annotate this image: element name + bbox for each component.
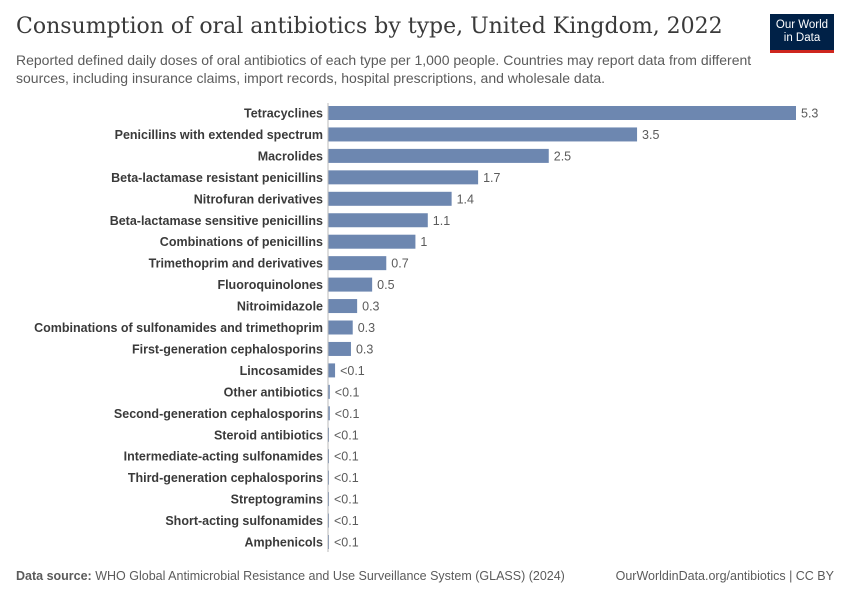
- bar: [328, 320, 353, 335]
- category-label: Short-acting sulfonamides: [165, 514, 323, 528]
- category-label: Combinations of sulfonamides and trimeth…: [34, 321, 323, 335]
- bar: [328, 148, 549, 163]
- bar: [328, 299, 358, 314]
- bar: [328, 406, 330, 421]
- value-label: <0.1: [335, 407, 360, 421]
- chart-subtitle: Reported defined daily doses of oral ant…: [16, 52, 752, 86]
- value-label: <0.1: [334, 493, 359, 507]
- bar: [328, 256, 387, 271]
- bar: [328, 234, 416, 249]
- value-label: 1.1: [433, 214, 450, 228]
- value-label: 0.7: [391, 257, 408, 271]
- value-label: <0.1: [334, 536, 359, 550]
- category-label: Nitrofuran derivatives: [194, 192, 323, 206]
- chart-title: Consumption of oral antibiotics by type,…: [16, 14, 723, 39]
- category-label: Lincosamides: [240, 364, 323, 378]
- value-label: 2.5: [554, 149, 571, 163]
- footer-source: Data source: WHO Global Antimicrobial Re…: [16, 569, 565, 583]
- bar: [328, 127, 638, 142]
- value-label: <0.1: [334, 450, 359, 464]
- category-label: Second-generation cephalosporins: [114, 407, 323, 421]
- category-label: Combinations of penicillins: [160, 235, 323, 249]
- source-label: Data source:: [16, 569, 92, 583]
- bar: [328, 341, 351, 356]
- value-label: 0.3: [358, 321, 375, 335]
- category-label: Tetracyclines: [244, 107, 323, 121]
- value-label: 3.5: [642, 128, 659, 142]
- value-label: 0.3: [356, 342, 373, 356]
- value-label: <0.1: [334, 471, 359, 485]
- source-text[interactable]: WHO Global Antimicrobial Resistance and …: [95, 569, 565, 583]
- owid-logo[interactable]: Our World in Data: [770, 14, 834, 53]
- category-label: Penicillins with extended spectrum: [115, 128, 323, 142]
- category-label: Beta-lactamase sensitive penicillins: [110, 214, 323, 228]
- category-label: Intermediate-acting sulfonamides: [124, 450, 323, 464]
- bar: [328, 170, 479, 185]
- category-label: Macrolides: [258, 149, 323, 163]
- category-label: Beta-lactamase resistant penicillins: [111, 171, 323, 185]
- bar: [328, 277, 373, 292]
- bar: [328, 213, 428, 228]
- category-label: Other antibiotics: [224, 385, 323, 399]
- value-label: <0.1: [334, 514, 359, 528]
- bar: [328, 106, 796, 120]
- category-label: Amphenicols: [245, 536, 324, 550]
- category-label: First-generation cephalosporins: [132, 342, 323, 356]
- value-label: 1: [420, 235, 427, 249]
- value-label: 5.3: [801, 107, 818, 121]
- value-label: 0.3: [362, 300, 379, 314]
- value-label: 1.4: [457, 192, 474, 206]
- value-label: <0.1: [334, 428, 359, 442]
- value-label: <0.1: [335, 385, 360, 399]
- category-label: Nitroimidazole: [237, 300, 323, 314]
- category-label: Trimethoprim and derivatives: [149, 257, 323, 271]
- category-label: Fluoroquinolones: [217, 278, 323, 292]
- bar: [328, 384, 330, 399]
- value-label: 0.5: [377, 278, 394, 292]
- footer-link[interactable]: OurWorldinData.org/antibiotics | CC BY: [615, 569, 834, 583]
- category-label: Third-generation cephalosporins: [128, 471, 323, 485]
- category-label: Streptogramins: [231, 493, 323, 507]
- value-label: 1.7: [483, 171, 500, 185]
- value-label: <0.1: [340, 364, 365, 378]
- category-label: Steroid antibiotics: [214, 428, 323, 442]
- bar: [328, 191, 452, 206]
- bar: [328, 363, 336, 378]
